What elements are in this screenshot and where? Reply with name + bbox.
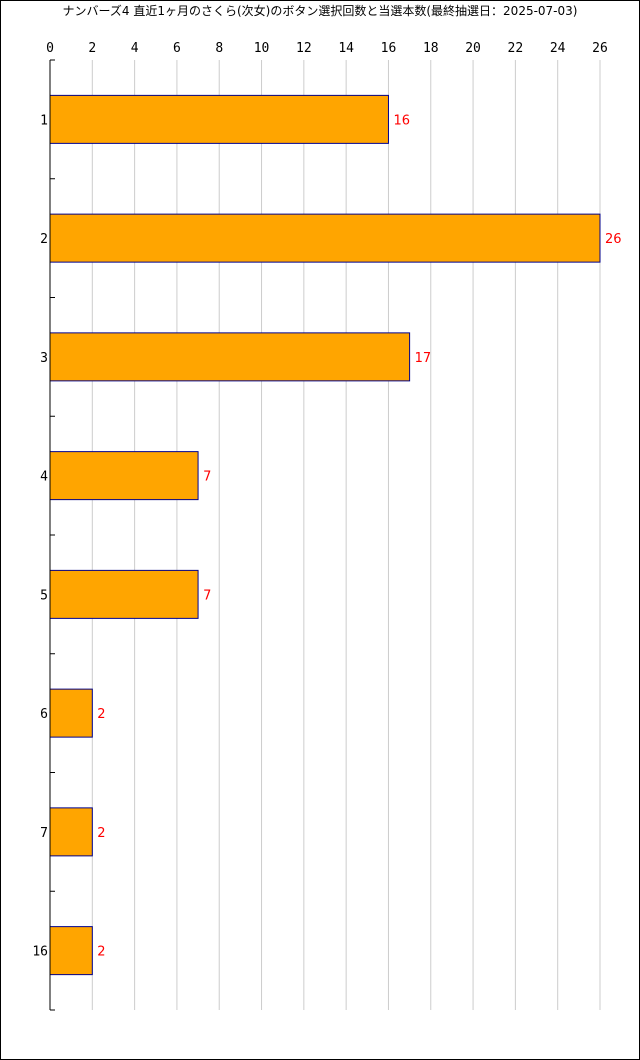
data-label-6: 2 [97, 707, 105, 722]
x-tick-label-6: 6 [173, 41, 181, 56]
bar-2 [49, 213, 601, 263]
bar-3 [49, 332, 411, 382]
data-label-7: 2 [97, 826, 105, 841]
bar-7 [49, 807, 93, 857]
bars [49, 94, 601, 976]
x-tick-label-22: 22 [508, 41, 524, 56]
data-label-5: 7 [203, 588, 211, 603]
category-label-1: 1 [40, 113, 48, 128]
category-label-3: 3 [40, 351, 48, 366]
bar-6 [49, 688, 93, 738]
category-label-2: 2 [40, 232, 48, 247]
x-tick-label-14: 14 [338, 41, 354, 56]
x-tick-label-10: 10 [254, 41, 270, 56]
data-label-1: 16 [393, 113, 410, 128]
data-label-3: 17 [415, 351, 432, 366]
data-label-4: 7 [203, 470, 211, 485]
x-tick-label-12: 12 [296, 41, 312, 56]
category-label-6: 6 [40, 707, 48, 722]
chart-title: ナンバーズ4 直近1ヶ月のさくら(次女)のボタン選択回数と当選本数(最終抽選日：… [63, 3, 578, 18]
x-tick-label-16: 16 [381, 41, 397, 56]
category-label-7: 7 [40, 826, 48, 841]
x-tick-label-24: 24 [550, 41, 566, 56]
axes [49, 59, 55, 1011]
category-label-5: 5 [40, 588, 48, 603]
bar-5 [49, 569, 199, 619]
category-label-4: 4 [40, 470, 48, 485]
data-label-2: 26 [605, 232, 622, 247]
data-label-16: 2 [97, 945, 105, 960]
bar-16 [49, 926, 93, 976]
x-tick-label-0: 0 [46, 41, 54, 56]
grid-lines [91, 60, 601, 1010]
x-tick-label-26: 26 [592, 41, 608, 56]
x-tick-label-8: 8 [215, 41, 223, 56]
data-labels: 16 26 17 7 7 2 2 2 [97, 113, 621, 959]
x-axis-ticks: 0 2 4 6 8 10 12 14 16 18 20 22 24 26 [46, 41, 608, 56]
bar-1 [49, 94, 389, 144]
x-tick-label-4: 4 [131, 41, 139, 56]
x-tick-label-18: 18 [423, 41, 439, 56]
x-tick-label-20: 20 [465, 41, 481, 56]
category-labels: 1 2 3 4 5 6 7 16 [32, 113, 48, 959]
category-label-16: 16 [32, 945, 48, 960]
x-tick-label-2: 2 [88, 41, 96, 56]
bar-4 [49, 451, 199, 501]
